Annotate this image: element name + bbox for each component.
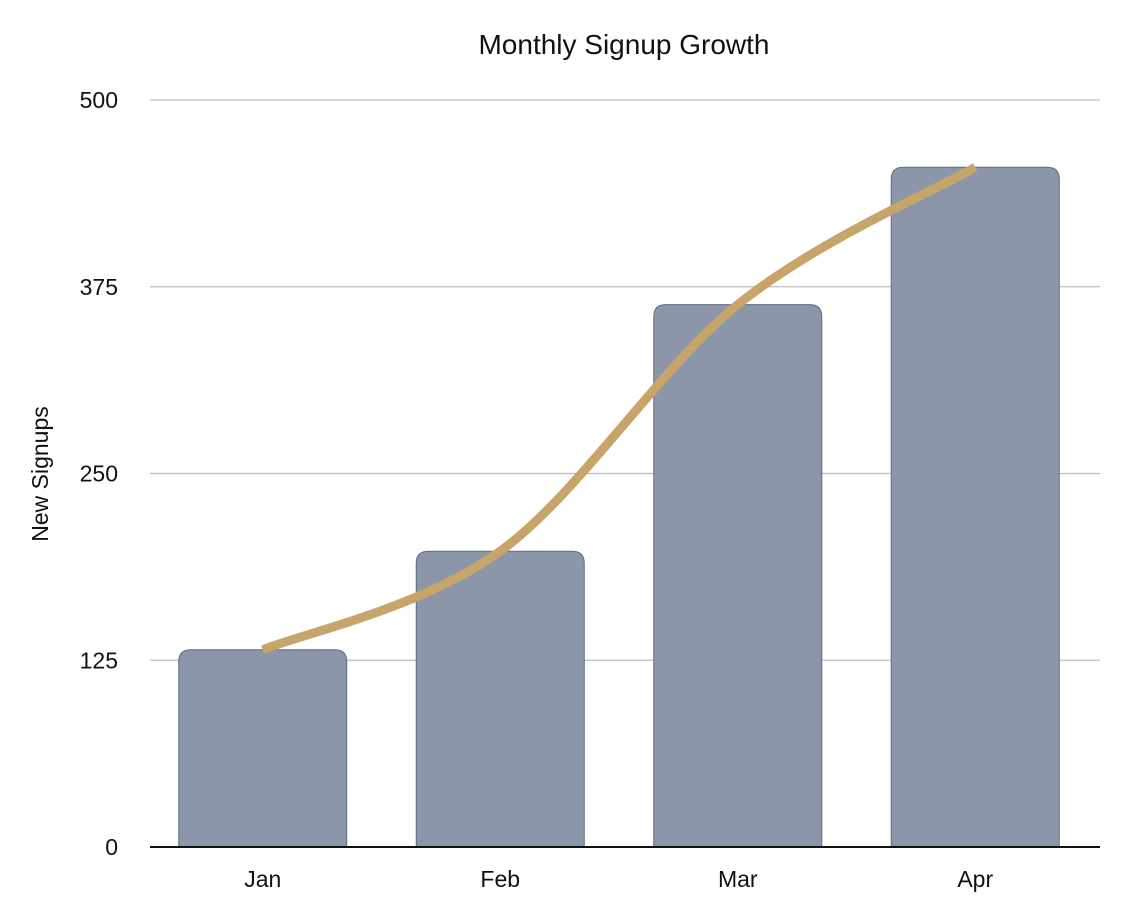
- x-tick-label: Mar: [718, 866, 758, 892]
- x-axis-ticks: Jan Feb Mar Apr: [244, 866, 993, 892]
- x-tick-label: Feb: [480, 866, 520, 892]
- bar-jan: [178, 649, 348, 848]
- x-tick-label: Jan: [244, 866, 281, 892]
- y-tick-label: 0: [105, 834, 118, 860]
- x-tick-label: Apr: [957, 866, 993, 892]
- bar-feb: [415, 550, 585, 848]
- trend-line-layer: [261, 163, 978, 654]
- bar-apr: [890, 166, 1060, 848]
- chart-title: Monthly Signup Growth: [478, 29, 769, 60]
- y-tick-label: 375: [80, 274, 118, 300]
- y-axis-label: New Signups: [27, 406, 53, 542]
- y-axis-ticks: 0 125 250 375 500: [80, 87, 118, 860]
- trend-line: [261, 163, 978, 654]
- bar-mar: [653, 304, 823, 848]
- y-tick-label: 500: [80, 87, 118, 113]
- y-tick-label: 125: [80, 647, 118, 673]
- y-tick-label: 250: [80, 461, 118, 487]
- bars: [178, 166, 1060, 848]
